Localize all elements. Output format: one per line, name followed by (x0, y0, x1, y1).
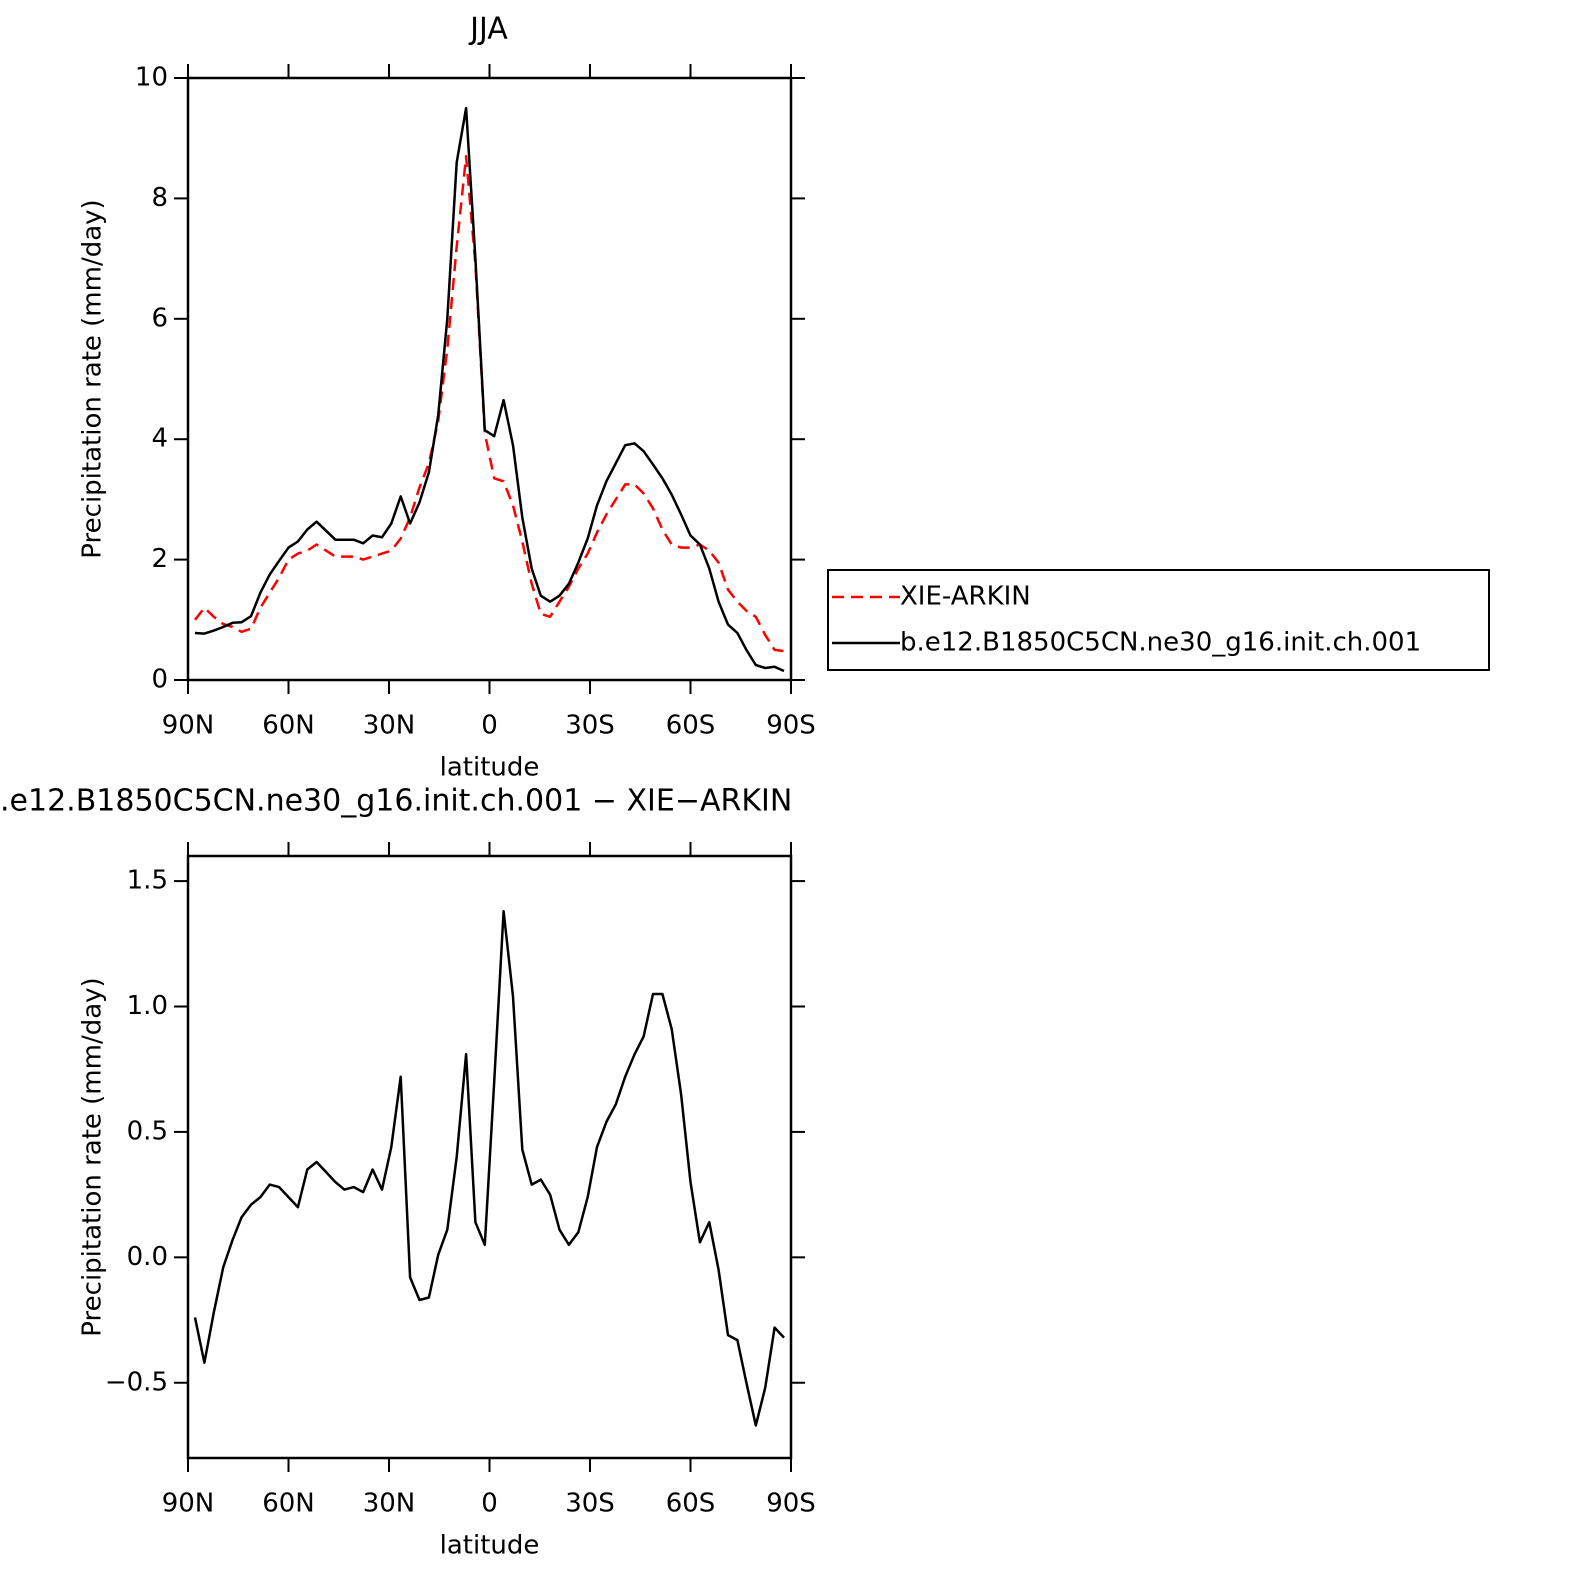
y-tick-label: −0.5 (105, 1367, 168, 1397)
x-tick-label: 30S (565, 711, 615, 741)
y-tick-label: 1.5 (127, 866, 168, 896)
x-axis-label: latitude (440, 753, 540, 783)
x-tick-label: 0 (481, 711, 498, 741)
x-tick-label: 60N (262, 1489, 315, 1519)
x-axis-label: latitude (440, 1531, 540, 1561)
y-tick-label: 0.0 (127, 1242, 168, 1272)
y-axis-label: Precipitation rate (mm/day) (78, 977, 108, 1336)
x-tick-label: 30N (363, 1489, 416, 1519)
y-tick-label: 2 (151, 544, 168, 574)
x-tick-label: 60S (666, 711, 716, 741)
y-tick-label: 0 (151, 665, 168, 695)
x-tick-label: 0 (481, 1489, 498, 1519)
y-tick-label: 6 (151, 303, 168, 333)
legend-box (827, 569, 1490, 671)
y-axis-label: Precipitation rate (mm/day) (78, 199, 108, 558)
data-line (193, 909, 785, 1427)
data-line (194, 106, 785, 673)
y-tick-label: 0.5 (127, 1116, 168, 1146)
x-tick-label: 60N (262, 711, 315, 741)
data-line (194, 155, 785, 653)
x-tick-label: 30S (565, 1489, 615, 1519)
y-tick-label: 4 (151, 424, 168, 454)
plot-frame (186, 76, 793, 682)
y-tick-label: 1.0 (127, 991, 168, 1021)
x-tick-label: 90N (162, 1489, 215, 1519)
legend-label: XIE-ARKIN (900, 582, 1031, 612)
chart-title: JJA (468, 12, 508, 47)
y-tick-label: 8 (151, 183, 168, 213)
x-tick-label: 30N (363, 711, 416, 741)
y-tick-label: 10 (135, 63, 168, 93)
legend-label: b.e12.B1850C5CN.ne30_g16.init.ch.001 (900, 628, 1421, 658)
x-tick-label: 90S (766, 711, 816, 741)
chart-title: .e12.B1850C5CN.ne30_g16.init.ch.001 − XI… (0, 784, 792, 819)
x-tick-label: 90N (162, 711, 215, 741)
x-tick-label: 60S (666, 1489, 716, 1519)
x-tick-label: 90S (766, 1489, 816, 1519)
